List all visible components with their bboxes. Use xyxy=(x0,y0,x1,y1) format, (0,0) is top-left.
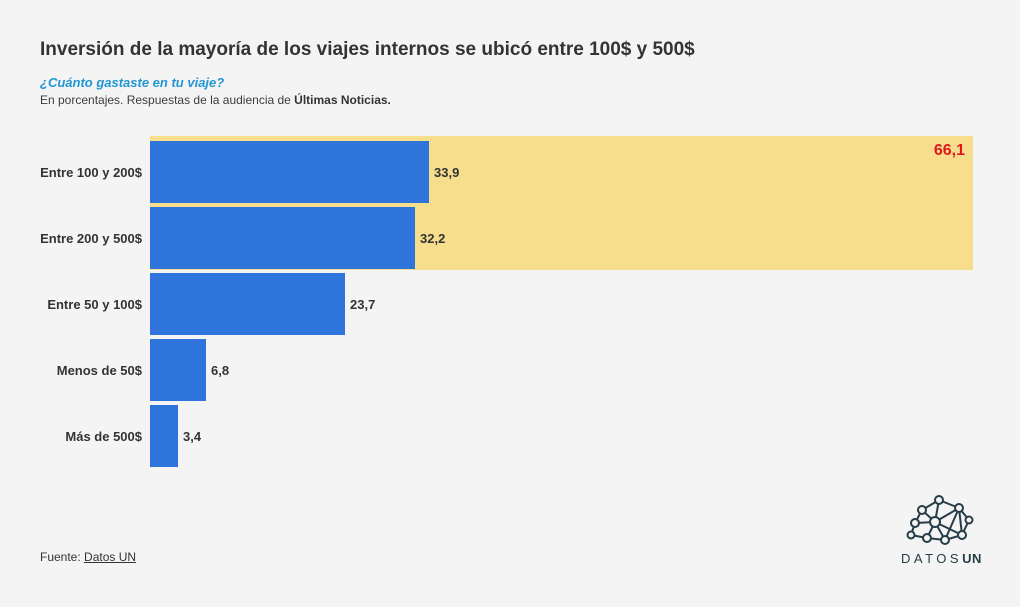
source-link[interactable]: Datos UN xyxy=(84,550,137,564)
datosun-logo: DATOSUN xyxy=(901,494,981,566)
category-label: Entre 200 y 500$ xyxy=(40,230,142,246)
category-label: Entre 50 y 100$ xyxy=(47,296,142,312)
value-label: 32,2 xyxy=(420,230,446,246)
chart-subtitle: ¿Cuánto gastaste en tu viaje? xyxy=(40,75,225,90)
highlight-value-label: 66,1 xyxy=(933,142,965,159)
chart-description: En porcentajes. Respuestas de la audienc… xyxy=(40,93,391,107)
chart-title: Inversión de la mayoría de los viajes in… xyxy=(40,39,695,60)
logo-text: DATOSUN xyxy=(901,551,981,566)
category-label: Menos de 50$ xyxy=(56,362,142,378)
value-label: 33,9 xyxy=(434,164,460,180)
bar xyxy=(150,207,415,269)
source-line: Fuente: Datos UN xyxy=(40,550,136,564)
logo-text-un: UN xyxy=(962,551,982,566)
bar-chart: 66,1 Entre 100 y 200$ 33,9 Entre 200 y 500… xyxy=(0,136,1020,472)
bar xyxy=(150,339,206,401)
source-prefix: Fuente: xyxy=(40,550,85,564)
description-text: En porcentajes. Respuestas de la audienc… xyxy=(40,93,295,107)
category-label: Entre 100 y 200$ xyxy=(40,164,142,180)
bar xyxy=(150,405,178,467)
description-bold-text: Últimas Noticias. xyxy=(294,93,391,107)
bar xyxy=(150,273,345,335)
value-label: 3,4 xyxy=(183,428,202,444)
value-label: 23,7 xyxy=(350,296,376,312)
category-label: Más de 500$ xyxy=(65,428,142,444)
network-icon xyxy=(906,495,974,545)
logo-text-datos: DATOS xyxy=(901,551,963,566)
value-label: 6,8 xyxy=(211,362,230,378)
bar xyxy=(150,141,429,203)
